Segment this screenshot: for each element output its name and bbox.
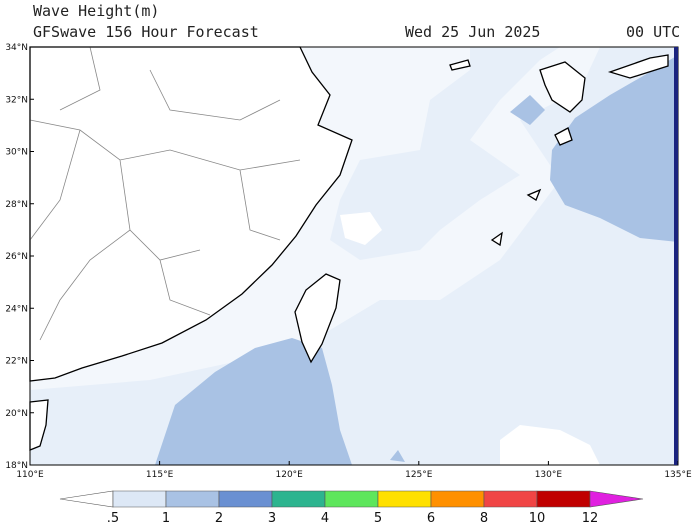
title: Wave Height(m) xyxy=(33,2,159,20)
calm-area xyxy=(340,212,600,465)
lon-label: 110°E xyxy=(16,470,44,480)
colorbar-label: 12 xyxy=(582,511,599,525)
wave-area xyxy=(550,55,678,242)
land xyxy=(449,54,669,247)
lat-label: 28°N xyxy=(5,200,28,210)
province-border xyxy=(29,46,301,341)
colorbar-segment xyxy=(59,490,114,508)
colorbar-segment xyxy=(430,490,485,508)
subtitle: GFSwave 156 Hour Forecast xyxy=(33,23,259,41)
colorbar-segment xyxy=(271,490,326,508)
colorbar: .5 1 2 3 4 5 6 8 10 12 xyxy=(59,490,644,525)
land xyxy=(294,273,341,364)
colorbar-label: 2 xyxy=(215,511,223,525)
axis-labels: 34°N 32°N 30°N 28°N 26°N 24°N 22°N 20°N 18°N110°… xyxy=(5,43,692,480)
lat-label: 32°N xyxy=(5,95,28,105)
lon-label: 115°E xyxy=(146,470,174,480)
colorbar-segment xyxy=(324,490,379,508)
lat-label: 20°N xyxy=(5,409,28,419)
lat-label: 34°N xyxy=(5,43,28,53)
edge xyxy=(674,47,678,465)
lat-label: 26°N xyxy=(5,252,28,262)
lon-label: 135°E xyxy=(664,470,692,480)
land xyxy=(539,61,586,113)
colorbar-label: 4 xyxy=(321,511,329,525)
colorbar-label: 5 xyxy=(374,511,382,525)
colorbar-label: 10 xyxy=(529,511,546,525)
colorbar-segment xyxy=(589,490,644,508)
land xyxy=(29,46,353,382)
map xyxy=(29,46,679,466)
lat-label: 24°N xyxy=(5,304,28,314)
colorbar-segment xyxy=(377,490,432,508)
colorbar-label: 8 xyxy=(480,511,488,525)
lon-label: 130°E xyxy=(535,470,563,480)
wave-area xyxy=(155,338,352,465)
lat-label: 22°N xyxy=(5,357,28,367)
colorbar-segment xyxy=(536,490,591,508)
colorbar-segment xyxy=(112,490,167,508)
colorbar-label: 3 xyxy=(268,511,276,525)
date: Wed 25 Jun 2025 xyxy=(405,23,540,41)
lon-label: 125°E xyxy=(405,470,433,480)
lat-label: 30°N xyxy=(5,148,28,158)
lon-label: 120°E xyxy=(276,470,304,480)
colorbar-label: .5 xyxy=(107,511,119,525)
colorbar-label: 6 xyxy=(427,511,435,525)
colorbar-label: 1 xyxy=(162,511,170,525)
time: 00 UTC xyxy=(626,23,680,41)
lat-label: 18°N xyxy=(5,461,28,471)
colorbar-segment xyxy=(218,490,273,508)
colorbar-segment xyxy=(483,490,538,508)
colorbar-segment xyxy=(165,490,220,508)
